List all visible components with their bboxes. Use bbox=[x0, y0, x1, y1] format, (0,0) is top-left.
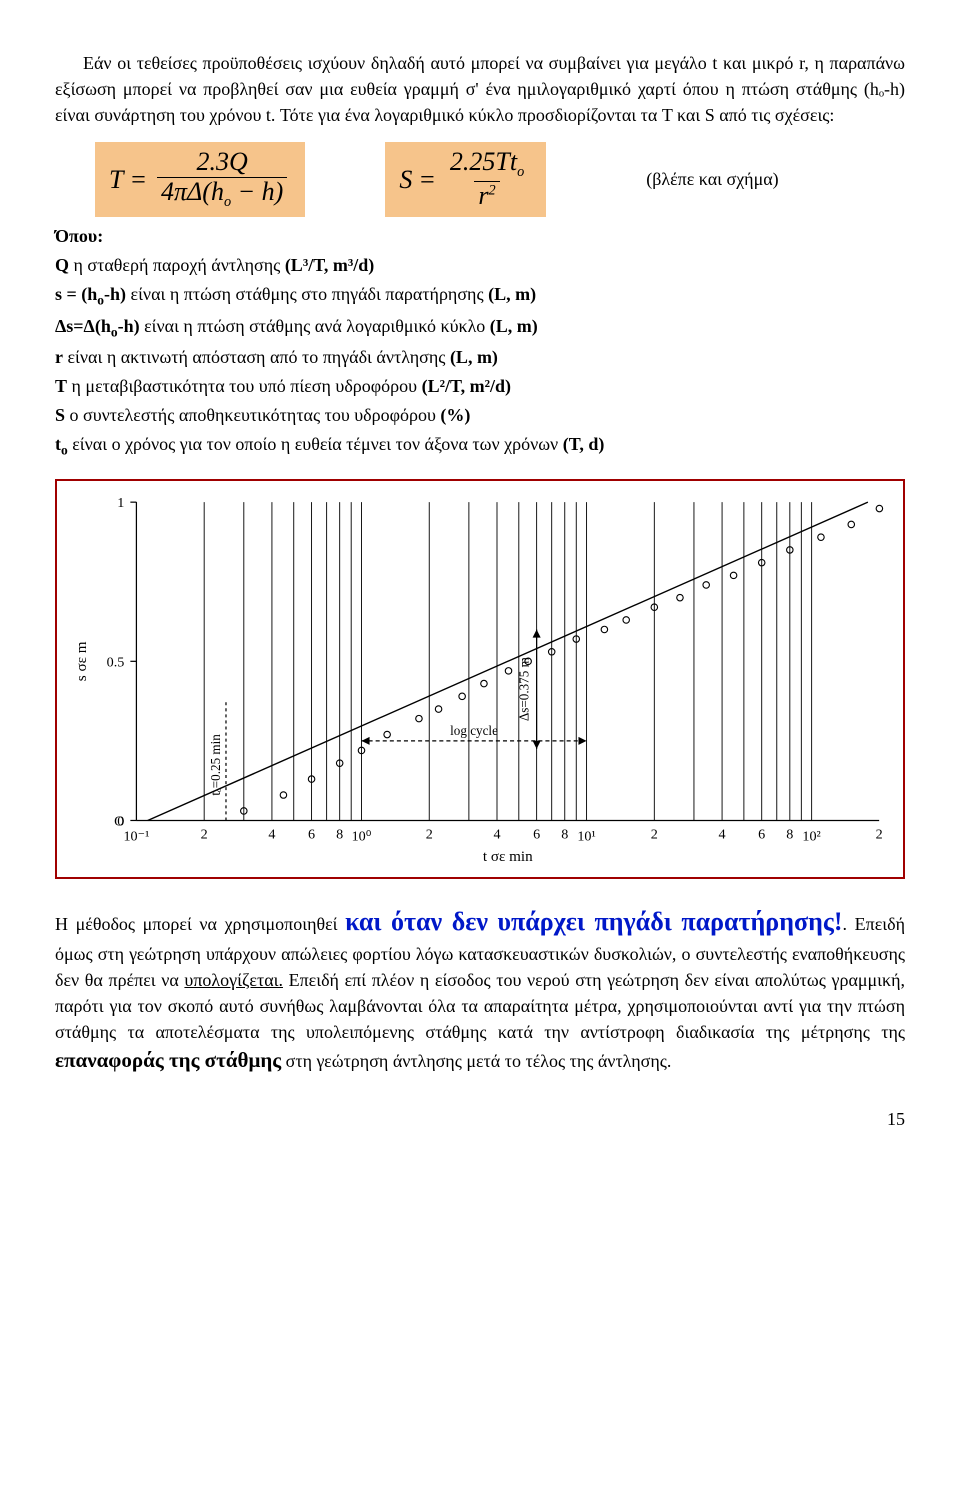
svg-text:10¹: 10¹ bbox=[577, 829, 595, 845]
svg-text:4: 4 bbox=[268, 827, 275, 843]
def-ds: Δs=Δ(ho-h) είναι η πτώση στάθμης ανά λογ… bbox=[55, 313, 905, 343]
formula-s-den: r2 bbox=[474, 181, 499, 211]
svg-text:0.5: 0.5 bbox=[107, 655, 125, 671]
svg-text:O: O bbox=[114, 814, 124, 830]
def-r: r είναι η ακτινωτή απόσταση από το πηγάδ… bbox=[55, 344, 905, 371]
formula-t-den: 4πΔ(ho − h) bbox=[157, 177, 287, 211]
bold-recovery: επαναφοράς της στάθμης bbox=[55, 1048, 281, 1072]
svg-text:log cycle: log cycle bbox=[450, 723, 498, 738]
underlined-term: υπολογίζεται. bbox=[184, 970, 283, 990]
svg-text:10⁻¹: 10⁻¹ bbox=[124, 829, 150, 845]
semilog-chart: 00.51s σε m10⁻¹10⁰10¹10²2468246824682t σ… bbox=[55, 479, 905, 879]
svg-text:2: 2 bbox=[651, 827, 658, 843]
svg-text:1: 1 bbox=[117, 496, 124, 512]
svg-text:6: 6 bbox=[308, 827, 315, 843]
def-q: Q η σταθερή παροχή άντλησης (L³/T, m³/d) bbox=[55, 252, 905, 279]
see-also-note: (βλέπε και σχήμα) bbox=[646, 166, 778, 192]
defs-header: Όπου: bbox=[55, 226, 103, 246]
svg-text:10⁰: 10⁰ bbox=[352, 829, 372, 845]
svg-text:t σε min: t σε min bbox=[483, 848, 533, 865]
formula-s-num: 2.25Tto bbox=[446, 148, 528, 181]
highlight-no-well: και όταν δεν υπάρχει πηγάδι παρατήρησης! bbox=[345, 907, 842, 936]
formula-t-num: 2.3Q bbox=[193, 148, 252, 177]
svg-text:8: 8 bbox=[786, 827, 793, 843]
svg-text:2: 2 bbox=[876, 827, 883, 843]
svg-text:s σε m: s σε m bbox=[73, 642, 90, 682]
def-to: to είναι ο χρόνος για τον οποίο η ευθεία… bbox=[55, 431, 905, 461]
svg-text:Δs=0.375 m: Δs=0.375 m bbox=[517, 657, 532, 721]
svg-text:2: 2 bbox=[426, 827, 433, 843]
svg-text:2: 2 bbox=[201, 827, 208, 843]
svg-text:6: 6 bbox=[758, 827, 765, 843]
svg-text:8: 8 bbox=[336, 827, 343, 843]
chart-svg: 00.51s σε m10⁻¹10⁰10¹10²2468246824682t σ… bbox=[63, 487, 897, 871]
page-number: 15 bbox=[55, 1106, 905, 1132]
def-s: s = (ho-h) είναι η πτώση στάθμης στο πηγ… bbox=[55, 281, 905, 311]
svg-text:4: 4 bbox=[493, 827, 500, 843]
formula-s: S = 2.25Tto r2 bbox=[385, 142, 546, 217]
svg-text:10²: 10² bbox=[802, 829, 820, 845]
formula-row: T = 2.3Q 4πΔ(ho − h) S = 2.25Tto r2 (βλέ… bbox=[95, 142, 905, 217]
formula-t-lhs: T bbox=[109, 161, 123, 199]
closing-paragraph: Η μέθοδος μπορεί να χρησιμοποιηθεί και ό… bbox=[55, 903, 905, 1076]
svg-text:4: 4 bbox=[719, 827, 726, 843]
svg-text:tₒ=0.25 min: tₒ=0.25 min bbox=[208, 734, 223, 796]
formula-s-lhs: S bbox=[399, 161, 412, 199]
definitions-block: Όπου: Q η σταθερή παροχή άντλησης (L³/T,… bbox=[55, 223, 905, 462]
formula-t: T = 2.3Q 4πΔ(ho − h) bbox=[95, 142, 305, 217]
svg-text:8: 8 bbox=[561, 827, 568, 843]
intro-paragraph: Εάν οι τεθείσες προϋποθέσεις ισχύουν δηλ… bbox=[55, 50, 905, 128]
def-t: T η μεταβιβαστικότητα του υπό πίεση υδρο… bbox=[55, 373, 905, 400]
svg-text:6: 6 bbox=[533, 827, 540, 843]
def-scoef: S ο συντελεστής αποθηκευτικότητας του υδ… bbox=[55, 402, 905, 429]
